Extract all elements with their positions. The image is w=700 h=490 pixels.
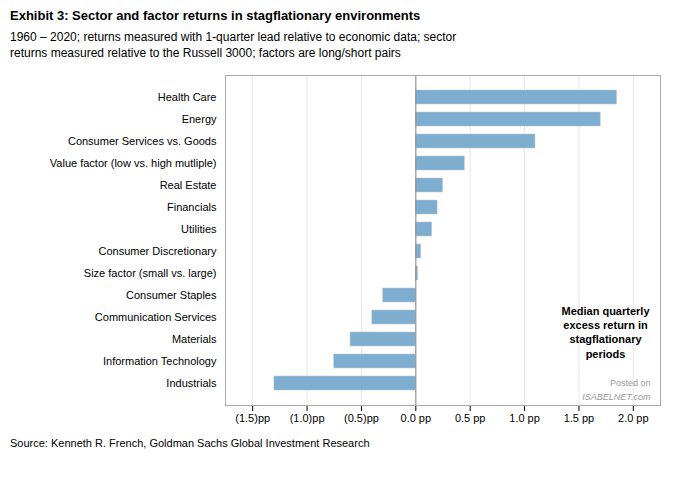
- svg-text:Value factor (low vs. high mut: Value factor (low vs. high mutliple): [50, 157, 217, 169]
- svg-text:Consumer Staples: Consumer Staples: [126, 289, 217, 301]
- svg-text:ISABELNET.com: ISABELNET.com: [582, 392, 651, 402]
- svg-text:0.5 pp: 0.5 pp: [455, 413, 486, 425]
- svg-text:Consumer Discretionary: Consumer Discretionary: [99, 245, 217, 257]
- svg-text:0.0 pp: 0.0 pp: [401, 413, 432, 425]
- svg-text:1.0 pp: 1.0 pp: [509, 413, 540, 425]
- svg-text:Health Care: Health Care: [158, 91, 217, 103]
- svg-text:Median quarterlyexcess return: Median quarterlyexcess return instagflat…: [561, 305, 650, 360]
- svg-text:Real Estate: Real Estate: [160, 179, 217, 191]
- svg-text:(1.5)pp: (1.5)pp: [235, 413, 270, 425]
- html-text:Exhibit 3: Sector and factor r: Exhibit 3: Sector and factor returns in …: [10, 8, 421, 23]
- svg-text:Size factor (small vs. large): Size factor (small vs. large): [84, 267, 217, 279]
- svg-text:Industrials: Industrials: [166, 377, 217, 389]
- svg-text:Consumer Services vs. Goods: Consumer Services vs. Goods: [68, 135, 217, 147]
- svg-text:(1.0)pp: (1.0)pp: [290, 413, 325, 425]
- svg-text:Posted on: Posted on: [610, 378, 651, 388]
- svg-text:(0.5)pp: (0.5)pp: [344, 413, 379, 425]
- svg-text:Utilities: Utilities: [181, 223, 217, 235]
- svg-text:Financials: Financials: [167, 201, 217, 213]
- svg-text:Materials: Materials: [172, 333, 217, 345]
- svg-text:1.5 pp: 1.5 pp: [564, 413, 595, 425]
- svg-text:Communication Services: Communication Services: [95, 311, 217, 323]
- svg-text:Energy: Energy: [182, 113, 217, 125]
- svg-text:Information Technology: Information Technology: [103, 355, 217, 367]
- html-text:Source: Kenneth R. French, Gol: Source: Kenneth R. French, Goldman Sachs…: [10, 437, 370, 450]
- html-text:1960 – 2020; returns measured: 1960 – 2020; returns measured with 1-qua…: [10, 30, 457, 61]
- svg-text:2.0 pp: 2.0 pp: [618, 413, 649, 425]
